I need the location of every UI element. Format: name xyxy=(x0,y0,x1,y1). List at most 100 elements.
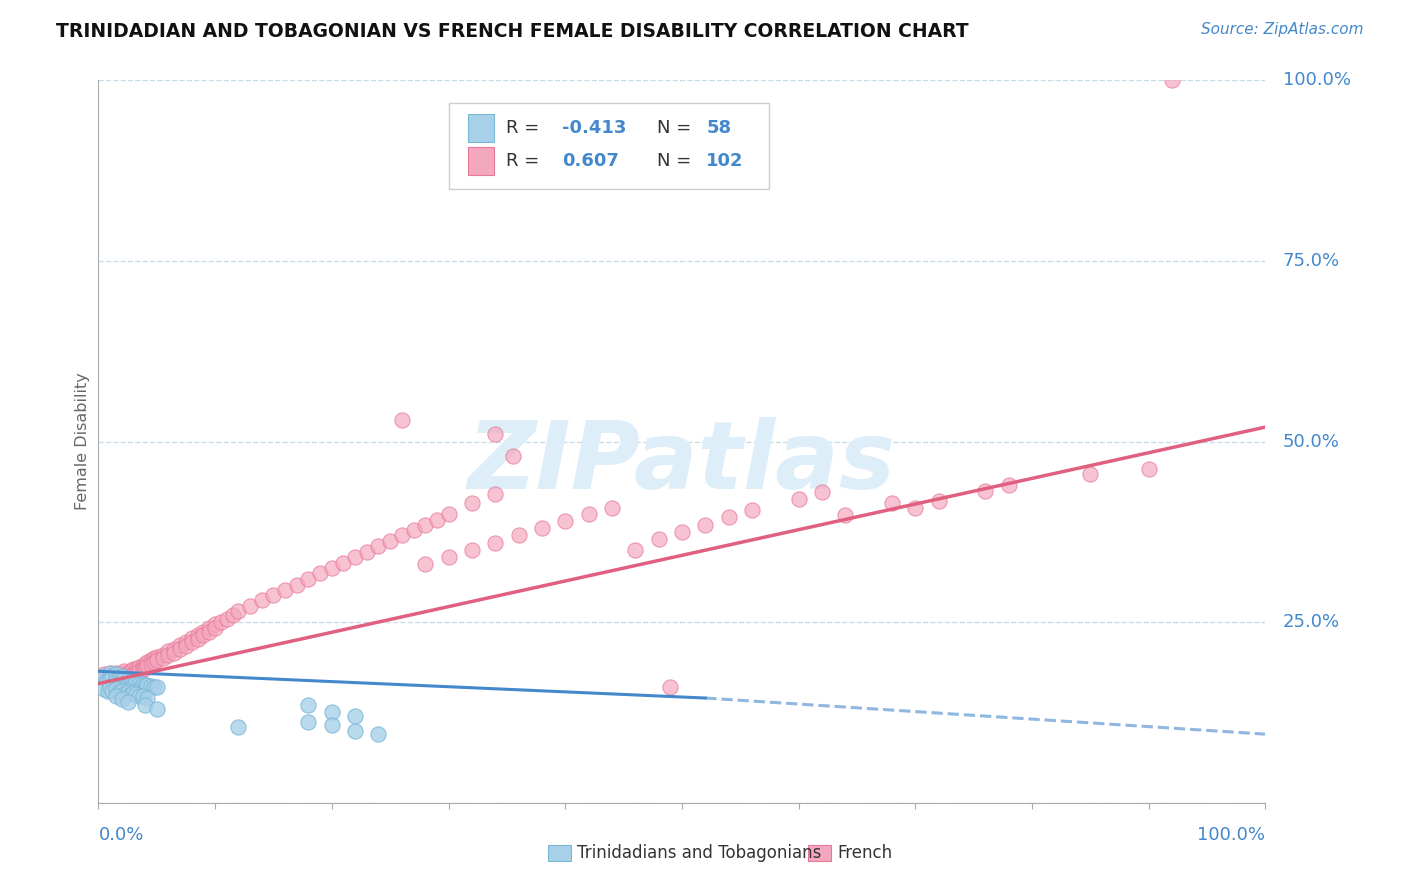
Point xyxy=(163,641,186,656)
Point xyxy=(104,665,127,680)
Point xyxy=(193,628,215,642)
Point xyxy=(484,486,506,500)
Point xyxy=(104,669,127,683)
Point xyxy=(1161,73,1184,87)
Point xyxy=(108,685,131,699)
Point xyxy=(125,674,148,689)
Text: 0.607: 0.607 xyxy=(562,153,619,170)
Text: R =: R = xyxy=(506,153,538,170)
Point xyxy=(1080,467,1102,481)
Point xyxy=(285,577,308,591)
Point xyxy=(122,679,145,693)
Point xyxy=(122,686,145,700)
Point xyxy=(136,655,159,669)
Point xyxy=(139,679,162,693)
Point xyxy=(128,689,150,703)
Point xyxy=(111,665,134,680)
Point xyxy=(146,653,169,667)
Point xyxy=(125,687,148,701)
Point xyxy=(297,714,319,729)
Text: 0.0%: 0.0% xyxy=(98,826,143,844)
Point xyxy=(152,651,174,665)
Point xyxy=(508,528,530,542)
Point xyxy=(143,651,166,665)
Point xyxy=(391,413,413,427)
Point xyxy=(204,617,226,632)
Text: N =: N = xyxy=(658,119,692,137)
Point xyxy=(437,550,460,565)
Point xyxy=(117,669,139,683)
Text: N =: N = xyxy=(658,153,692,170)
Point xyxy=(120,687,142,701)
Point xyxy=(1137,462,1160,476)
Point xyxy=(741,503,763,517)
Point xyxy=(103,672,125,686)
Point xyxy=(344,550,367,565)
Point xyxy=(624,542,647,557)
Point xyxy=(98,665,121,680)
Point xyxy=(111,669,134,683)
Point xyxy=(101,669,124,683)
Point xyxy=(132,662,155,676)
Point xyxy=(880,496,903,510)
Point xyxy=(112,679,135,693)
Point xyxy=(128,676,150,690)
Point xyxy=(695,517,717,532)
Point xyxy=(461,542,484,557)
Text: 100.0%: 100.0% xyxy=(1198,826,1265,844)
Point xyxy=(111,674,134,689)
Point xyxy=(112,665,135,679)
Point xyxy=(321,718,343,732)
Point xyxy=(125,665,148,680)
Point xyxy=(344,709,367,723)
Point xyxy=(974,483,997,498)
Text: 75.0%: 75.0% xyxy=(1282,252,1340,270)
Point xyxy=(96,672,118,686)
Point xyxy=(578,507,600,521)
Point xyxy=(437,507,460,521)
Point xyxy=(484,535,506,549)
Point xyxy=(554,514,576,528)
Point xyxy=(101,667,124,681)
Point xyxy=(198,621,221,635)
Point xyxy=(117,678,139,692)
Text: French: French xyxy=(837,845,893,863)
Text: R =: R = xyxy=(506,119,538,137)
Point xyxy=(111,683,134,698)
Point xyxy=(250,593,273,607)
Point xyxy=(112,669,135,683)
Point xyxy=(187,632,209,646)
Point xyxy=(321,561,343,575)
Point xyxy=(402,524,425,538)
Point xyxy=(169,641,191,656)
Point xyxy=(112,672,135,686)
Point xyxy=(104,667,127,681)
Text: 100.0%: 100.0% xyxy=(1282,71,1351,89)
Point xyxy=(146,702,169,716)
Bar xyxy=(468,147,494,175)
Point xyxy=(134,682,156,697)
Point xyxy=(262,588,284,602)
Point xyxy=(98,669,121,683)
Point xyxy=(380,534,402,549)
Text: 25.0%: 25.0% xyxy=(1282,613,1340,632)
Text: Source: ZipAtlas.com: Source: ZipAtlas.com xyxy=(1201,22,1364,37)
Point xyxy=(413,517,436,532)
Text: 102: 102 xyxy=(706,153,744,170)
FancyBboxPatch shape xyxy=(449,103,769,189)
Point xyxy=(187,628,209,642)
Point xyxy=(122,662,145,676)
Point xyxy=(356,545,378,559)
Point xyxy=(502,449,524,463)
Point xyxy=(228,720,250,734)
Point xyxy=(297,698,319,713)
Point xyxy=(659,680,682,694)
Bar xyxy=(548,845,571,861)
Point xyxy=(117,673,139,687)
Point xyxy=(134,661,156,675)
Point xyxy=(136,658,159,673)
Point xyxy=(128,665,150,679)
Point xyxy=(120,665,142,679)
Point xyxy=(152,648,174,662)
Point xyxy=(120,680,142,694)
